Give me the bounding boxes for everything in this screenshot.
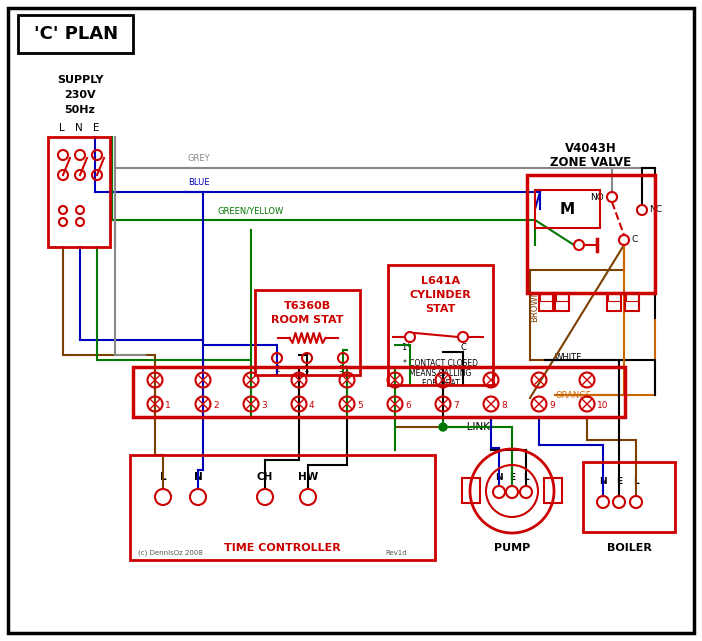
Text: L: L	[159, 472, 166, 482]
Text: L: L	[59, 123, 65, 133]
Text: 2: 2	[213, 401, 218, 410]
Text: 1: 1	[304, 365, 310, 374]
Text: N: N	[600, 478, 607, 487]
Text: ROOM STAT: ROOM STAT	[271, 315, 344, 325]
Text: SUPPLY: SUPPLY	[57, 75, 103, 85]
Text: MEANS CALLING: MEANS CALLING	[409, 369, 472, 378]
Bar	[625, 293, 639, 311]
Text: ─  LINK  ─: ─ LINK ─	[453, 422, 503, 432]
Bar	[130, 455, 435, 560]
Text: 8: 8	[501, 401, 507, 410]
Bar	[18, 15, 133, 53]
Bar	[462, 478, 480, 503]
Text: L: L	[633, 478, 639, 487]
Text: 7: 7	[453, 401, 458, 410]
Bar	[556, 293, 568, 301]
Text: 1: 1	[165, 401, 171, 410]
Bar	[540, 293, 552, 301]
Text: C: C	[460, 342, 466, 351]
Text: 1*: 1*	[402, 342, 411, 351]
Text: CYLINDER: CYLINDER	[410, 290, 471, 300]
Text: BROWN: BROWN	[531, 288, 540, 322]
Bar	[555, 293, 569, 311]
Bar	[626, 293, 638, 301]
Bar	[583, 462, 675, 532]
Text: BLUE: BLUE	[188, 178, 209, 187]
Text: C: C	[632, 235, 638, 244]
Text: V4043H: V4043H	[565, 142, 617, 154]
Text: (c) DennisOz 2008: (c) DennisOz 2008	[138, 549, 203, 556]
Text: M: M	[559, 201, 574, 217]
Text: NO: NO	[590, 192, 604, 201]
Text: ZONE VALVE: ZONE VALVE	[550, 156, 632, 169]
Text: 230V: 230V	[64, 90, 95, 100]
Text: E: E	[93, 123, 99, 133]
Text: 3: 3	[261, 401, 267, 410]
Text: NC: NC	[649, 206, 662, 215]
Text: 'C' PLAN: 'C' PLAN	[34, 25, 118, 43]
Bar	[133, 367, 625, 417]
Text: GREEN/YELLOW: GREEN/YELLOW	[218, 206, 284, 215]
Text: 6: 6	[405, 401, 411, 410]
Text: E: E	[509, 474, 515, 483]
Text: L641A: L641A	[421, 276, 460, 286]
Text: N: N	[495, 474, 503, 483]
Text: CH: CH	[257, 472, 273, 482]
Text: 9: 9	[549, 401, 555, 410]
Text: HW: HW	[298, 472, 318, 482]
Text: 3*: 3*	[338, 365, 348, 374]
Text: 2: 2	[274, 365, 280, 374]
Bar	[608, 293, 620, 301]
Text: 10: 10	[597, 401, 609, 410]
Text: BOILER: BOILER	[607, 543, 651, 553]
Text: WHITE: WHITE	[555, 353, 583, 363]
Text: GREY: GREY	[188, 154, 211, 163]
Bar	[255, 290, 360, 375]
Bar	[48, 137, 110, 247]
Bar	[388, 265, 493, 385]
Text: T6360B: T6360B	[284, 301, 331, 311]
Bar	[527, 175, 655, 293]
Text: Rev1d: Rev1d	[385, 550, 406, 556]
Bar	[539, 293, 553, 311]
Text: 50Hz: 50Hz	[65, 105, 95, 115]
Bar	[607, 293, 621, 311]
Text: N: N	[75, 123, 83, 133]
Text: PUMP: PUMP	[494, 543, 530, 553]
Circle shape	[439, 423, 447, 431]
Text: E: E	[616, 478, 622, 487]
Text: * CONTACT CLOSED: * CONTACT CLOSED	[403, 358, 478, 367]
Text: ORANGE: ORANGE	[555, 390, 591, 399]
Text: 4: 4	[309, 401, 314, 410]
Bar	[544, 478, 562, 503]
Text: STAT: STAT	[425, 304, 456, 314]
Bar	[535, 190, 600, 228]
Text: N: N	[194, 472, 202, 482]
Text: 5: 5	[357, 401, 363, 410]
Text: FOR HEAT: FOR HEAT	[422, 378, 459, 388]
Text: L: L	[523, 474, 529, 483]
Text: TIME CONTROLLER: TIME CONTROLLER	[224, 543, 341, 553]
